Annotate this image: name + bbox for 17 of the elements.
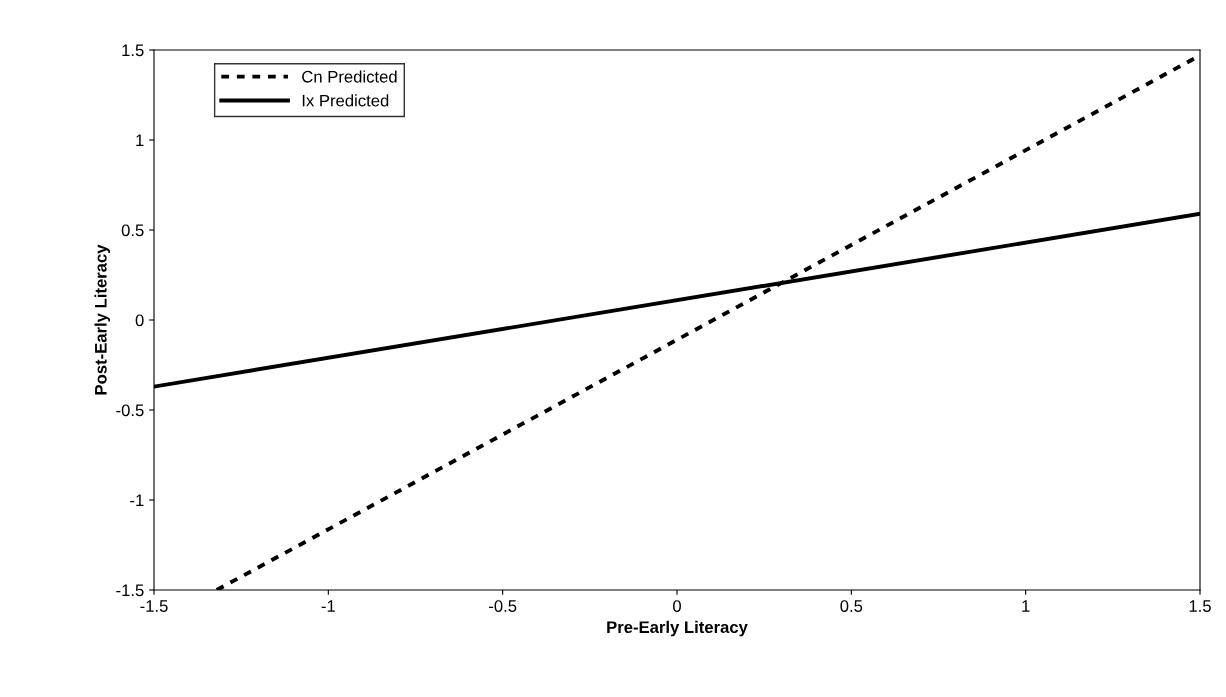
y-tick-label: 1 xyxy=(136,134,144,147)
y-axis-title: Post-Early Literacy xyxy=(94,244,111,395)
x-tick-label: 0 xyxy=(673,600,681,612)
x-tick-label: -0.5 xyxy=(489,600,517,612)
y-tick-label: 1.5 xyxy=(122,44,144,57)
legend-label: Cn Predicted xyxy=(302,70,397,83)
y-tick-label: -1.5 xyxy=(116,584,144,597)
y-tick-label: 0 xyxy=(135,314,144,327)
x-axis-title: Pre-Early Literacy xyxy=(607,620,748,637)
x-tick-label: -1 xyxy=(321,600,335,612)
x-tick-label: 1 xyxy=(1022,600,1030,612)
y-tick-label: 0.5 xyxy=(121,224,144,237)
legend-label: Ix Predicted xyxy=(302,94,389,107)
x-tick-label: 1.5 xyxy=(1189,600,1211,612)
y-tick-label: -0.5 xyxy=(116,404,144,417)
y-tick-label: -1 xyxy=(130,494,144,507)
x-tick-label: 0.5 xyxy=(840,600,863,612)
